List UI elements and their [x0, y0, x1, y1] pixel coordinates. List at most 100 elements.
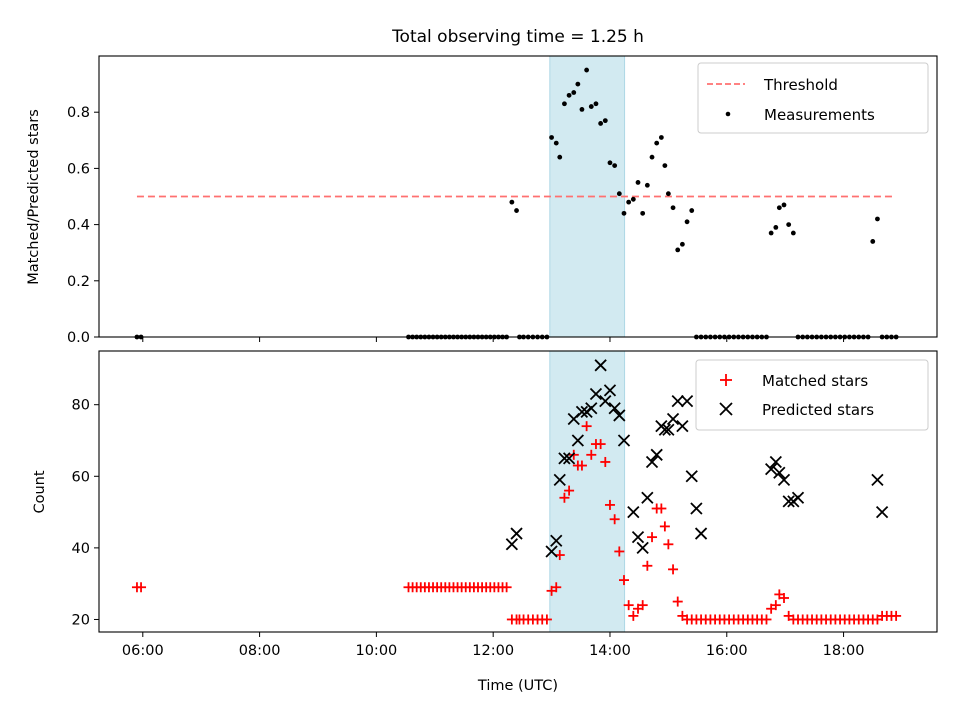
measurement-point	[649, 154, 655, 160]
matched-star-marker	[614, 546, 625, 557]
measurement-point	[514, 208, 519, 213]
matched-star-marker	[501, 582, 512, 593]
predicted-star-marker	[613, 409, 626, 422]
predicted-legend-label: Predicted stars	[762, 401, 874, 419]
predicted-star-marker	[777, 473, 791, 487]
predicted-star-marker	[589, 387, 603, 401]
matched-star-marker	[628, 610, 639, 621]
measurement-point	[607, 160, 613, 166]
matched-star-marker	[581, 421, 592, 432]
measurement-point	[776, 205, 782, 211]
measurement-point	[768, 230, 774, 236]
matched-star-marker	[637, 600, 648, 611]
matched-star-marker	[604, 499, 615, 510]
matched-star-marker	[609, 514, 620, 525]
measurement-point	[509, 199, 515, 205]
y-tick-label: 0.0	[67, 330, 90, 346]
measurement-point	[644, 182, 650, 188]
matched-star-marker	[595, 439, 606, 450]
y-tick-label: 0.4	[67, 218, 90, 234]
measurement-point	[626, 199, 632, 205]
measurement-point	[593, 101, 599, 107]
matched-star-marker	[672, 596, 683, 607]
measurement-point	[562, 101, 567, 107]
predicted-star-marker	[603, 384, 617, 397]
predicted-star-marker	[773, 466, 786, 479]
bottom-legend: Matched stars Predicted stars	[695, 359, 929, 431]
x-tick-label: 16:00	[706, 643, 748, 659]
matched-stars-points	[131, 421, 902, 625]
measurement-point	[662, 163, 668, 168]
measurement-point	[654, 140, 660, 146]
predicted-star-marker	[631, 531, 645, 544]
top-panel: Total observing time = 1.25 h 0.0 0.2 0.4 0…	[26, 27, 938, 346]
predicted-star-marker	[671, 394, 684, 408]
measurement-point	[658, 135, 664, 140]
measurement-point	[684, 219, 690, 225]
matched-star-marker	[647, 532, 658, 543]
y-tick-label: 40	[72, 541, 90, 557]
measurement-point	[675, 247, 681, 253]
predicted-star-marker	[550, 534, 563, 547]
measurement-point	[612, 163, 618, 168]
measurement-point	[549, 135, 554, 140]
matched-star-marker	[656, 503, 667, 514]
predicted-star-marker	[782, 495, 795, 508]
top-x-ticks	[142, 337, 845, 342]
predicted-star-marker	[545, 545, 558, 558]
predicted-star-marker	[791, 491, 805, 504]
predicted-star-marker	[627, 505, 640, 519]
matched-star-marker	[659, 521, 670, 532]
measurements-legend-label: Measurements	[764, 106, 875, 124]
x-axis-label: Time (UTC)	[477, 678, 558, 694]
matched-star-marker	[761, 614, 772, 625]
measurement-point	[670, 205, 676, 211]
measurement-point	[575, 81, 581, 87]
predicted-star-marker	[645, 455, 659, 469]
x-tick-label: 12:00	[472, 643, 514, 659]
measurement-point	[621, 210, 627, 216]
y-tick-label: 0.6	[67, 161, 90, 177]
predicted-star-marker	[553, 473, 566, 487]
predicted-stars-points	[505, 359, 889, 558]
y-tick-label: 0.8	[67, 105, 90, 121]
bottom-axes-frame	[98, 350, 938, 633]
matched-star-marker	[576, 460, 587, 471]
predicted-star-marker	[505, 538, 519, 551]
matched-star-marker	[618, 575, 629, 586]
predicted-star-marker	[585, 402, 598, 415]
matched-star-marker	[551, 582, 562, 593]
y-tick-label: 80	[72, 398, 90, 414]
matched-star-marker	[600, 456, 611, 467]
bottom-panel: 20 40 60 80 06:00 08:00 10:00 12:00 14:00 16:00 1…	[32, 350, 938, 694]
predicted-star-marker	[594, 359, 607, 372]
measurement-point	[790, 230, 796, 236]
matched-star-marker	[770, 600, 781, 611]
matched-star-marker	[778, 592, 789, 603]
predicted-star-marker	[765, 462, 778, 476]
predicted-star-marker	[666, 412, 680, 426]
y-tick-label: 0.2	[67, 274, 90, 290]
x-tick-label: 10:00	[355, 643, 397, 659]
measurement-point	[635, 180, 641, 185]
measurement-point	[781, 202, 787, 208]
measurement-point	[689, 208, 695, 213]
top-axes-frame	[98, 55, 938, 338]
matched-legend-marker	[720, 374, 732, 386]
top-chart-title: Total observing time = 1.25 h	[391, 27, 644, 47]
measurement-point	[616, 191, 622, 197]
measurement-point	[584, 67, 590, 73]
measurement-point	[640, 210, 646, 216]
matched-star-marker	[541, 614, 552, 625]
top-legend-box	[697, 62, 929, 134]
bottom-x-ticks: 06:00 08:00 10:00 12:00 14:00 16:00 18:00	[122, 632, 864, 659]
measurement-point	[870, 239, 876, 244]
predicted-star-marker	[662, 423, 675, 436]
predicted-star-marker	[562, 452, 576, 465]
measurement-point	[630, 196, 636, 202]
measurement-point	[786, 222, 792, 228]
measurements-legend-marker	[725, 111, 731, 117]
measurement-point	[875, 216, 880, 222]
predicted-star-marker	[685, 470, 698, 483]
predicted-star-marker	[658, 423, 672, 436]
